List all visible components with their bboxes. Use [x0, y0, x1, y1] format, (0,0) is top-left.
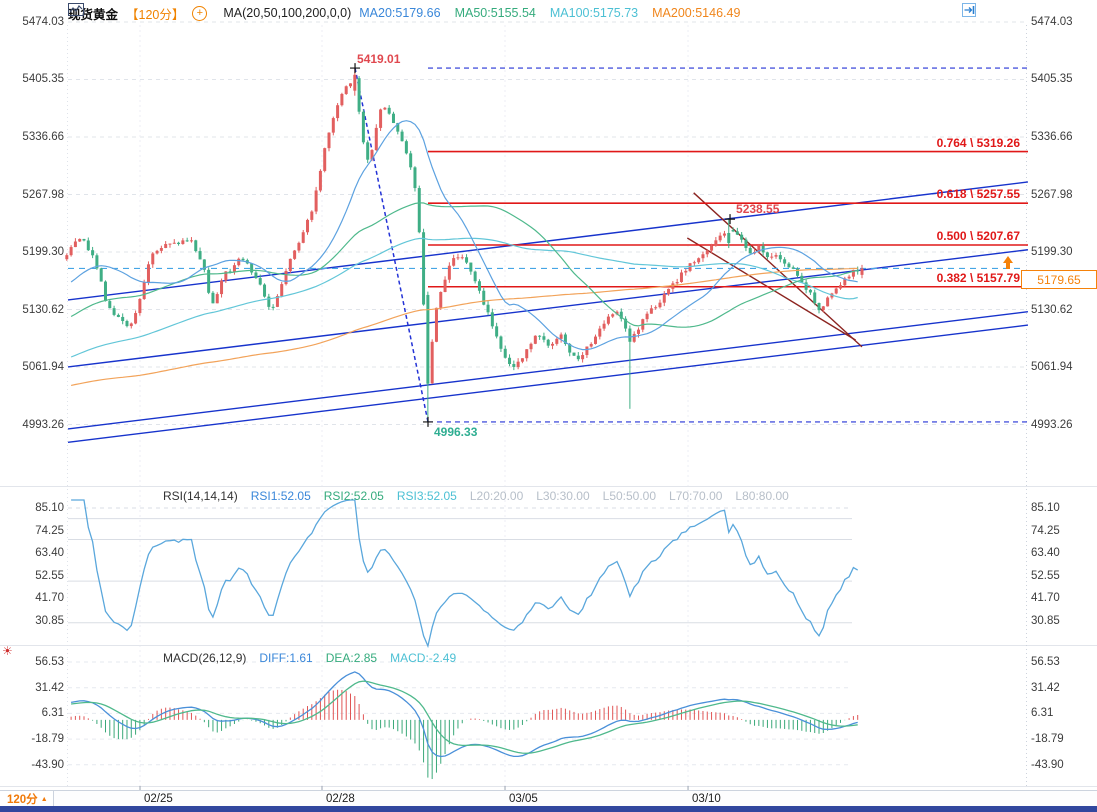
indicator-header-item: RSI2:52.05: [323, 489, 384, 503]
ma-settings: MA(20,50,100,200,0,0): [223, 6, 352, 20]
indicator-header-item: RSI3:52.05: [396, 489, 457, 503]
macd-dea-line: [71, 680, 858, 754]
indicator-header-item: RSI1:52.05: [250, 489, 311, 503]
panel-scale-left-icon[interactable]: [962, 3, 992, 17]
ma-value: MA20:5179.66: [359, 6, 441, 20]
indicator-header-item: DEA:2.85: [325, 651, 378, 665]
ascending-channel-2: [67, 249, 1029, 368]
time-axis-bar: 120分 ▲ 02/25 02/28 03/05 03/10: [0, 790, 1097, 807]
pane-exit-icon[interactable]: [962, 3, 1024, 17]
crosshair-mark-high: [350, 63, 361, 74]
price-alert-marker: [1003, 256, 1013, 269]
date-label: 03/05: [509, 793, 538, 805]
ma-values: MA20:5179.66 MA50:5155.54 MA100:5175.73 MA2…: [359, 6, 744, 20]
indicator-header-item: RSI(14,14,14): [163, 489, 238, 503]
current-price-value: 5179.65: [1037, 272, 1081, 287]
ma-value: MA100:5175.73: [549, 6, 639, 20]
theme-sun-icon[interactable]: ☀: [2, 644, 13, 658]
indicator-header-item: DIFF:1.61: [259, 651, 313, 665]
ma-value: MA200:5146.49: [652, 6, 741, 20]
macd-header: MACD(26,12,9) DIFF:1.61 DEA:2.85 MACD:-2.49: [163, 651, 456, 665]
peak-to-trough-line: [354, 67, 429, 423]
ascending-channel-3: [67, 311, 1029, 430]
rsi-header: RSI(14,14,14) RSI1:52.05 RSI2:52.05 RSI3:52…: [163, 489, 789, 503]
indicator-header-item: L70:70.00: [669, 489, 723, 503]
macd-group: [70, 671, 859, 780]
crosshair-mark-low: [423, 416, 433, 427]
date-label: 03/10: [692, 793, 721, 805]
indicator-header-item: L30:30.00: [536, 489, 590, 503]
ascending-channel-1: [67, 181, 1029, 301]
panel-scale-right-icon[interactable]: [962, 3, 1008, 17]
current-price-box: 5179.65: [1021, 270, 1097, 290]
timeframe-selector[interactable]: 120分 ▲: [0, 791, 54, 807]
macd-diff-line: [70, 671, 858, 758]
date-label: 02/25: [144, 793, 173, 805]
chart-toolbar: [962, 3, 1024, 17]
candles: [65, 68, 864, 422]
ma-lines: [70, 120, 858, 386]
indicator-header-item: L20:20.00: [469, 489, 524, 503]
rsi-line-group: [71, 499, 859, 649]
indicator-header-item: MACD:-2.49: [390, 651, 457, 665]
descending-resistance-1: [693, 192, 863, 348]
indicator-header-item: MACD(26,12,9): [163, 651, 247, 665]
rsi-line: [71, 499, 859, 649]
ma-value: MA50:5155.54: [454, 6, 536, 20]
indicator-header-item: L80:80.00: [735, 489, 789, 503]
timeframe-label: 【120分】: [126, 7, 185, 22]
indicator-header-item: L50:50.00: [602, 489, 657, 503]
timeframe-text: 120分: [7, 794, 38, 806]
ascending-channel-4: [67, 324, 1029, 443]
crosshair-mark-swing: [725, 214, 736, 225]
window-bottom-strip: [0, 806, 1097, 812]
descending-resistance-2: [686, 237, 857, 341]
date-label: 02/28: [326, 793, 355, 805]
timeframe-dropdown-arrow: ▲: [40, 795, 48, 803]
chart-header: 现货黄金 【120分】 + MA(20,50,100,200,0,0) MA20…: [68, 3, 744, 23]
add-indicator-icon[interactable]: +: [192, 5, 208, 21]
symbol-name: 现货黄金: [68, 7, 119, 22]
